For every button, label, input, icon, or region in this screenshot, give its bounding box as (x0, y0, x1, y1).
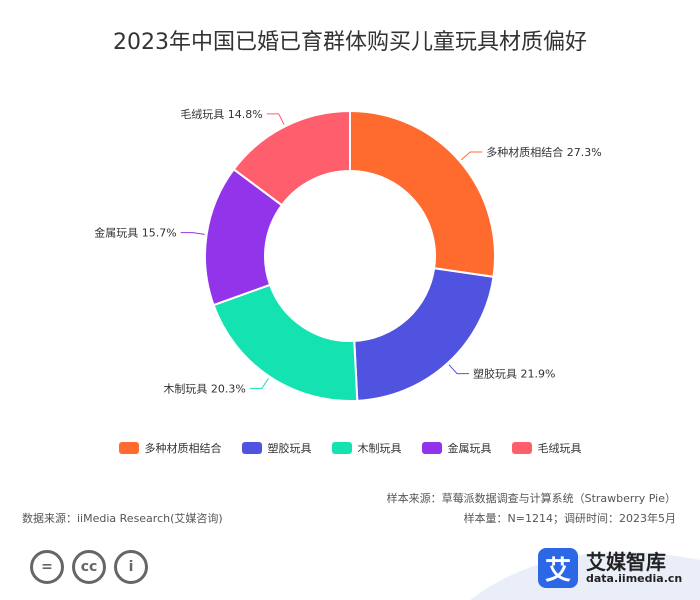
license-icons: = cc i (30, 550, 148, 584)
legend-item[interactable]: 塑胶玩具 (241, 440, 312, 456)
logo-name: 艾媒智库 (586, 549, 666, 574)
donut-slice[interactable] (353, 267, 495, 402)
sample-source: 样本来源：草莓派数据调查与计算系统（Strawberry Pie） (386, 492, 676, 505)
legend-item[interactable]: 金属玩具 (421, 440, 492, 456)
equals-icon: = (30, 550, 64, 584)
footer-wave (470, 551, 700, 600)
legend-item[interactable]: 多种材质相结合 (118, 440, 222, 456)
legend-label: 金属玩具 (447, 442, 492, 455)
legend-label: 塑胶玩具 (267, 442, 312, 455)
legend-label: 木制玩具 (357, 442, 402, 455)
donut-slice[interactable] (232, 109, 351, 207)
label-leader-line (266, 113, 285, 125)
person-icon: i (114, 550, 148, 584)
legend-swatch (241, 442, 262, 454)
label-leader-line (460, 151, 483, 161)
data-label: 毛绒玩具 14.8% (180, 108, 262, 121)
legend-label: 多种材质相结合 (144, 442, 222, 455)
data-label: 木制玩具 20.3% (163, 382, 245, 395)
data-label: 多种材质相结合 27.3% (486, 145, 601, 159)
logo-url: data.iimedia.cn (586, 571, 683, 585)
sample-size: 样本量：N=1214；调研时间：2023年5月 (463, 512, 676, 525)
donut-slice[interactable] (349, 109, 496, 279)
cc-icon: cc (72, 550, 106, 584)
legend-swatch (331, 442, 352, 454)
label-leader-line (448, 364, 470, 375)
legend-item[interactable]: 毛绒玩具 (511, 440, 582, 456)
data-source: 数据来源：iiMedia Research(艾媒咨询) (22, 512, 223, 525)
chart-title: 2023年中国已婚已育群体购买儿童玩具材质偏好 (113, 30, 587, 55)
legend: 多种材质相结合 塑胶玩具 木制玩具 金属玩具 毛绒玩具 (0, 440, 700, 456)
footer-band (470, 551, 700, 600)
data-label: 金属玩具 15.7% (94, 226, 176, 240)
legend-swatch (421, 442, 442, 454)
logo: 艾 艾媒智库 data.iimedia.cn (538, 548, 682, 588)
legend-swatch (118, 442, 139, 454)
legend-item[interactable]: 木制玩具 (331, 440, 402, 456)
legend-swatch (511, 442, 532, 454)
data-label: 塑胶玩具 21.9% (473, 367, 555, 381)
label-leader-line (249, 378, 269, 389)
legend-label: 毛绒玩具 (537, 442, 582, 455)
logo-icon: 艾 (538, 548, 578, 588)
label-leader-line (180, 232, 205, 235)
